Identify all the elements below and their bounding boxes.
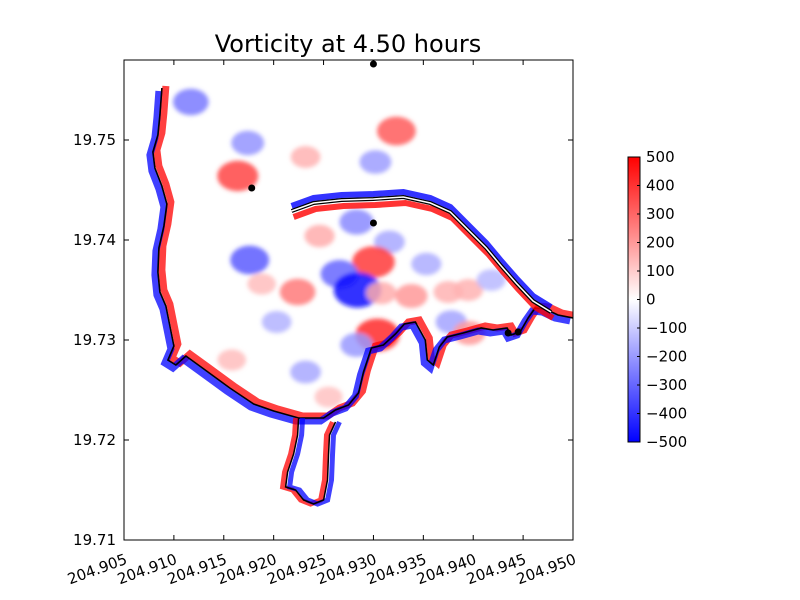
colorbar-tick-label: −100: [646, 319, 687, 337]
vortex-19: [453, 279, 484, 301]
coastline: [152, 87, 573, 419]
vortex-5: [359, 150, 392, 174]
colorbar-ticks: 500 400 300 200 100 0 −100 −200 −300 −400 −500: [637, 148, 687, 451]
y-tick-label: 19.72: [73, 431, 116, 449]
y-tick-label: 19.75: [73, 131, 116, 149]
y-tick-label: 19.71: [73, 531, 116, 549]
vortex-21: [261, 311, 292, 333]
coastline-shear-negative: [146, 90, 571, 425]
colorbar-tick-label: 0: [646, 291, 656, 309]
colorbar-tick-label: −400: [646, 405, 687, 423]
vortex-11: [247, 273, 277, 295]
vortex-1: [376, 116, 416, 146]
breakwater-inner: [291, 196, 552, 313]
colorbar-tick-label: 300: [646, 205, 675, 223]
vortex-2: [217, 160, 259, 192]
plot-area: 204.905204.910204.915204.920204.925204.9…: [65, 59, 578, 588]
station-point-5: [514, 328, 522, 336]
station-point-2: [248, 184, 256, 192]
vortex-26: [290, 360, 321, 384]
colorbar-tick-label: −300: [646, 376, 687, 394]
vortex-10: [230, 245, 270, 275]
colorbar-tick-label: −500: [646, 433, 687, 451]
y-tick-label: 19.74: [73, 231, 116, 249]
vortex-20: [476, 269, 506, 291]
y-axis: 19.71 19.72 19.73 19.74 19.75: [73, 131, 573, 549]
colorbar-tick-label: 200: [646, 234, 675, 252]
breakwater-shear-positive: [292, 199, 555, 321]
colorbar-tick-label: −200: [646, 348, 687, 366]
colorbar-gradient: [628, 157, 640, 442]
station-points: [248, 60, 522, 337]
y-tick-label: 19.73: [73, 331, 116, 349]
vorticity-field: [173, 88, 506, 408]
colorbar: 500 400 300 200 100 0 −100 −200 −300 −400 −500: [627, 148, 687, 451]
breakwater-shear-negative: [290, 188, 553, 310]
colorbar-tick-label: 100: [646, 262, 675, 280]
vortex-29: [173, 88, 209, 116]
vortex-23: [340, 333, 373, 357]
vortex-8: [304, 224, 335, 248]
vortex-27: [217, 349, 247, 371]
vortex-28: [314, 386, 343, 408]
vortex-9: [352, 246, 395, 278]
vortex-17: [411, 252, 442, 276]
station-point-3: [369, 219, 377, 227]
vortex-7: [339, 209, 374, 235]
colorbar-tick-label: 400: [646, 177, 675, 195]
vortex-15: [366, 281, 397, 305]
vortex-group: [173, 88, 506, 408]
station-point-4: [504, 329, 512, 337]
chart-title: Vorticity at 4.50 hours: [215, 30, 482, 58]
inlet-shear-positive: [279, 417, 335, 507]
vortex-4: [290, 146, 321, 168]
vortex-12: [279, 278, 316, 306]
inlet-shear-negative: [286, 417, 342, 507]
inlet-outline: [284, 417, 337, 505]
vortex-3: [231, 130, 265, 156]
plot-frame: [123, 59, 574, 541]
coastline-layer: [146, 85, 573, 507]
vortex-16: [395, 284, 428, 308]
colorbar-tick-label: 500: [646, 148, 675, 166]
